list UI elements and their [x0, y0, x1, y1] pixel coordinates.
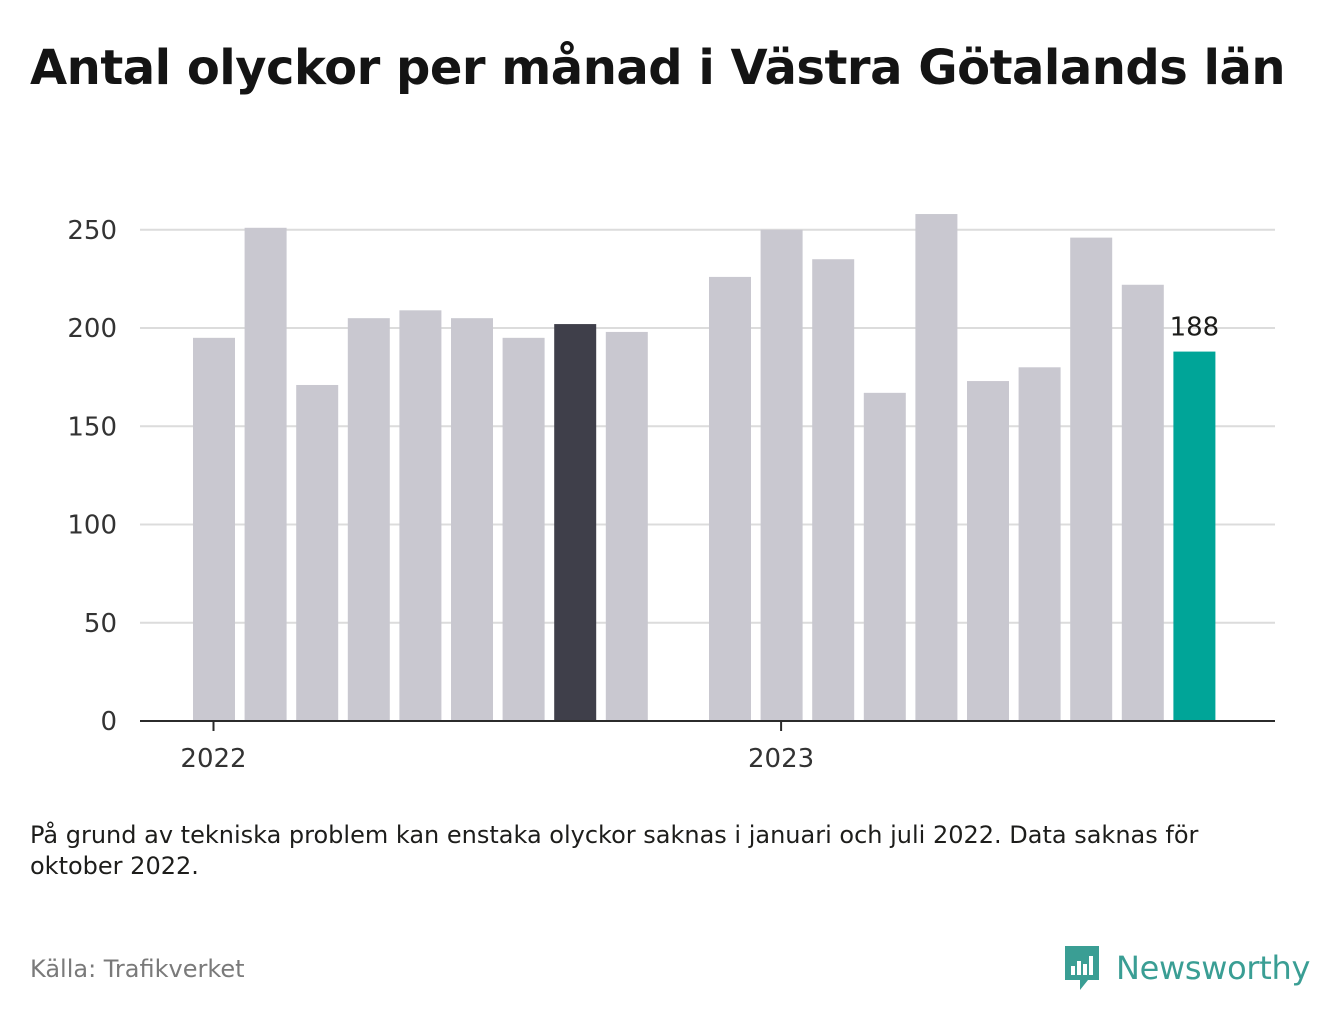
bar [502, 337, 545, 721]
y-tick-label: 150 [67, 412, 117, 442]
chart-title: Antal olyckor per månad i Västra Götalan… [30, 40, 1286, 96]
x-tick-label: 2023 [748, 744, 814, 774]
bar [244, 227, 287, 721]
bar [863, 392, 906, 721]
y-tick-label: 200 [67, 314, 117, 344]
bar [709, 276, 751, 721]
bar [347, 318, 390, 721]
bar [451, 318, 493, 721]
y-tick-label: 50 [84, 609, 117, 639]
bar [915, 214, 958, 721]
bar [399, 310, 442, 721]
bar [605, 331, 648, 721]
bar [1018, 367, 1061, 721]
bar [1070, 237, 1113, 722]
source-label: Källa: Trafikverket [30, 955, 245, 983]
y-tick-label: 100 [67, 511, 117, 541]
bar-chart: 0 50 100 150 200 250 2022 2023 188 [67, 214, 1275, 774]
y-tick-label: 250 [67, 216, 117, 246]
chart-note: På grund av tekniska problem kan enstaka… [30, 821, 1199, 880]
bar [967, 381, 1009, 721]
bar [554, 324, 597, 721]
brand-name: Newsworthy [1116, 949, 1311, 987]
bar [812, 259, 855, 721]
x-tick-label: 2022 [180, 744, 246, 774]
brand-logo[interactable]: Newsworthy [1062, 940, 1310, 996]
bar [1173, 351, 1216, 721]
y-tick-label: 0 [100, 707, 117, 737]
bar [760, 229, 803, 721]
data-label: 188 [1170, 313, 1220, 343]
newsworthy-chart-bubble-icon [1065, 946, 1099, 990]
bar [1121, 284, 1164, 721]
bar [296, 384, 339, 721]
bar [193, 337, 235, 721]
